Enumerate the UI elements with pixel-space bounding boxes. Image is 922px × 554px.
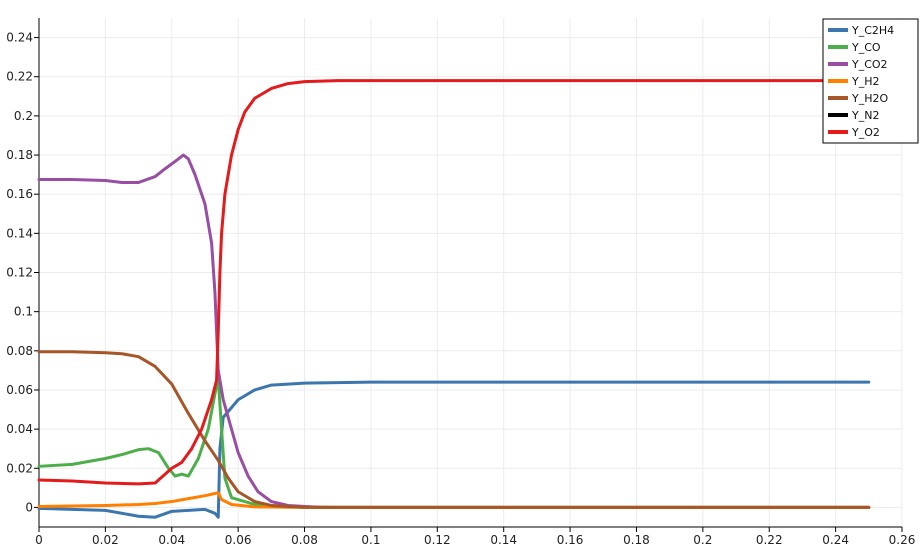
x-tick-label: 0.22 [756, 533, 783, 547]
series-line-y-co2 [37, 153, 871, 509]
legend: Y_C2H4 Y_CO Y_CO2 Y_H2 Y_H2O Y_N2 Y_O2 [822, 18, 919, 144]
x-tick-label: 0.14 [490, 533, 517, 547]
y-tick-label: 0.1 [14, 305, 33, 319]
y-tick-label: 0 [25, 500, 33, 514]
legend-label-y-h2: Y_H2 [851, 75, 880, 88]
legend-label-y-h2o: Y_H2O [851, 92, 888, 105]
grid [38, 18, 903, 527]
series-line-y-c2h4 [37, 380, 871, 519]
x-tick-label: 0.12 [424, 533, 451, 547]
y-tick-label: 0.02 [6, 461, 33, 475]
x-tick-label: 0 [35, 533, 43, 547]
y-tick-label: 0.18 [6, 148, 33, 162]
y-tick-label: 0.2 [14, 109, 33, 123]
y-tick-label: 0.08 [6, 344, 33, 358]
series-line-y-h2o [37, 350, 871, 509]
x-tick-label: 0.06 [225, 533, 252, 547]
x-tick-label: 0.2 [693, 533, 712, 547]
y-tick-label: 0.24 [6, 31, 33, 45]
legend-label-y-o2: Y_O2 [851, 126, 880, 139]
series-line-y-co [37, 376, 871, 509]
x-tick-label: 0.24 [822, 533, 849, 547]
x-tick-label: 0.04 [158, 533, 185, 547]
legend-label-y-co2: Y_CO2 [851, 58, 888, 71]
x-tick-label: 0.16 [557, 533, 584, 547]
y-tick-label: 0.14 [6, 226, 33, 240]
axes [34, 18, 903, 532]
legend-label-y-n2: Y_N2 [851, 109, 879, 122]
x-tick-label: 0.26 [889, 533, 916, 547]
tick-labels: 0 0.02 0.04 0.06 0.08 0.1 0.12 0.14 0.16 0.18 0.2 0… [6, 31, 915, 547]
series-line-y-o2 [37, 79, 871, 486]
series-line-y-h2 [37, 491, 871, 509]
x-tick-label: 0.18 [623, 533, 650, 547]
y-tick-label: 0.12 [6, 266, 33, 280]
legend-label-y-c2h4: Y_C2H4 [851, 24, 894, 37]
y-tick-label: 0.22 [6, 70, 33, 84]
y-tick-label: 0.04 [6, 422, 33, 436]
y-tick-label: 0.16 [6, 187, 33, 201]
series-lines [37, 79, 871, 519]
x-tick-label: 0.08 [291, 533, 318, 547]
x-tick-label: 0.1 [361, 533, 380, 547]
y-tick-label: 0.06 [6, 383, 33, 397]
legend-label-y-co: Y_CO [851, 41, 881, 54]
x-tick-label: 0.02 [92, 533, 119, 547]
